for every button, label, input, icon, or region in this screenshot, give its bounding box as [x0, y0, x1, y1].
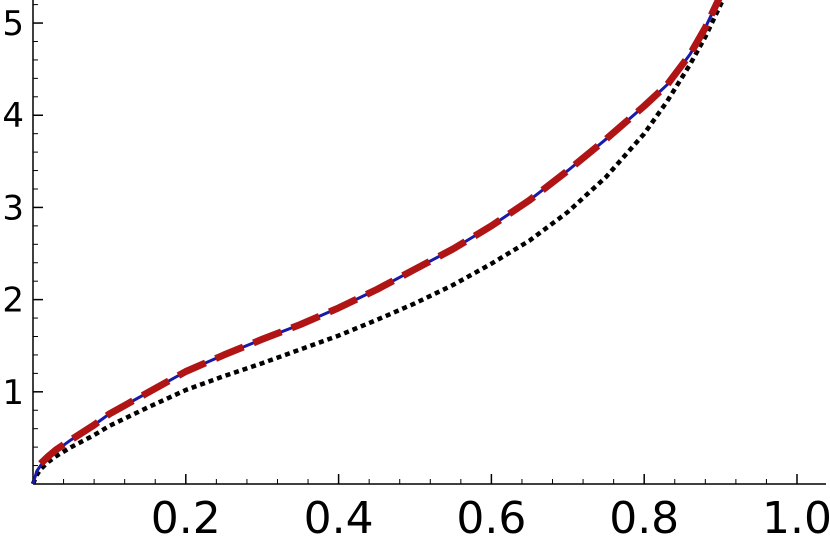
series-dashed-line: [38, 0, 723, 467]
x-tick-label: 0.8: [609, 493, 679, 538]
y-tick-label: 5: [2, 4, 24, 44]
x-tick-label: 1.0: [762, 493, 830, 538]
y-tick-label: 4: [2, 96, 24, 136]
x-tick-label: 0.4: [304, 493, 374, 538]
y-tick-label: 3: [2, 188, 24, 228]
x-tick-label: 0.6: [456, 493, 526, 538]
series-layer: [30, 0, 726, 485]
tick-labels: 0.2 0.4 0.6 0.8 1.0 1 2 3 4 5: [2, 4, 830, 538]
y-tick-label: 1: [2, 373, 24, 413]
axes: [32, 0, 826, 485]
series-dotted-line: [30, 0, 726, 485]
x-tick-label: 0.2: [151, 493, 221, 538]
y-tick-label: 2: [2, 281, 24, 321]
